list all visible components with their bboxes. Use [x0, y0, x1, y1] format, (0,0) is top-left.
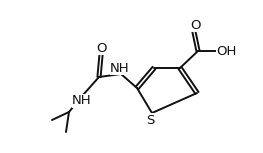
Text: OH: OH	[216, 45, 237, 58]
Text: O: O	[96, 41, 106, 54]
Text: NH: NH	[110, 62, 130, 75]
Text: O: O	[190, 19, 200, 32]
Text: NH: NH	[72, 95, 92, 108]
Text: S: S	[146, 114, 154, 127]
